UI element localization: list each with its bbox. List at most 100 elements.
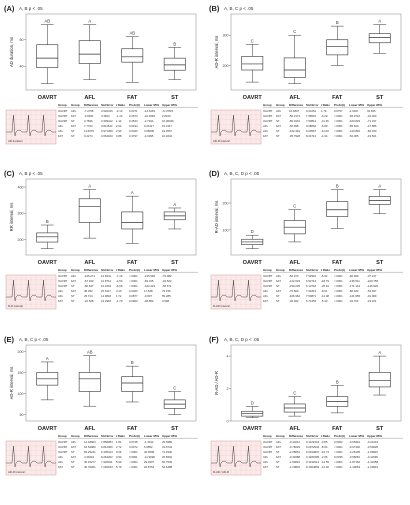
- table-cell: -19.521: [367, 134, 377, 138]
- table-header: Prob>|t|: [129, 103, 140, 107]
- table-cell: FAT: [276, 114, 281, 118]
- table-cell: -1.6937: [349, 109, 359, 113]
- group-letter: C: [251, 38, 254, 43]
- table-cell: 0.88: [116, 134, 122, 138]
- table-header: Upper 95%: [367, 268, 382, 272]
- table-cell: <.0001: [334, 274, 343, 278]
- table-cell: AFL: [263, 455, 269, 459]
- table-cell: -76.982: [162, 274, 172, 278]
- table-cell: ST: [276, 465, 280, 469]
- table-header: Upper 95%: [162, 434, 177, 438]
- table-header: Prob>|t|: [334, 103, 345, 107]
- table-cell: 0.0035: [334, 455, 343, 459]
- table-cell: 8.264262: [101, 455, 113, 459]
- table-cell: FAT: [71, 114, 76, 118]
- y-tick-label: 200: [18, 238, 24, 242]
- table-header: t Ratio: [116, 103, 125, 107]
- table-cell: 15.3117: [162, 124, 172, 128]
- table-cell: <.0001: [129, 284, 138, 288]
- table-header: Lower 95%: [144, 268, 160, 272]
- table-cell: 0.0757: [334, 109, 343, 113]
- group-letter: D: [251, 400, 254, 405]
- box-fat: [121, 48, 144, 63]
- table-cell: -6.92: [321, 274, 328, 278]
- table-cell: -104.423: [144, 284, 155, 288]
- table-cell: 1.79: [321, 109, 327, 113]
- table-cell: -1.64810: [289, 460, 300, 464]
- table-cell: -0.58281: [349, 455, 360, 459]
- group-letter: C: [293, 391, 296, 396]
- table-cell: 2.72: [116, 445, 122, 449]
- box-oavrt: [36, 232, 59, 243]
- table-header: Std Error: [101, 434, 114, 438]
- table-cell: -32.523: [162, 279, 172, 283]
- group-letter: C: [293, 204, 296, 209]
- x-tick-label: OAVRT: [38, 260, 58, 266]
- table-cell: 59.29241: [84, 450, 96, 454]
- table-header: Difference: [84, 268, 99, 272]
- table-cell: ST: [276, 460, 280, 464]
- box-fat: [121, 376, 144, 392]
- table-cell: -159.035: [289, 284, 300, 288]
- box-fat: [121, 211, 144, 230]
- table-cell: 9.21051: [306, 109, 317, 113]
- x-tick-label: AFL: [289, 426, 300, 432]
- table-cell: -121.955: [349, 294, 360, 298]
- table-cell: -122.633: [289, 279, 300, 283]
- table-header: Upper 95%: [162, 268, 177, 272]
- table-cell: 54.6488: [162, 465, 173, 469]
- table-cell: -2.96: [321, 455, 328, 459]
- box-fat: [326, 201, 349, 217]
- x-tick-label: ST: [171, 260, 179, 266]
- table-cell: <.0001: [334, 279, 343, 283]
- y-tick-label: 0: [227, 419, 229, 423]
- table-header: Std Error: [306, 434, 319, 438]
- table-cell: 0.3797: [129, 134, 138, 138]
- panel-label: (D): [209, 169, 220, 178]
- table-cell: <.0001: [334, 445, 343, 449]
- table-cell: -22.74: [321, 450, 329, 454]
- y-tick-label: 200: [18, 350, 24, 354]
- x-tick-label: OAVRT: [243, 426, 263, 432]
- table-cell: AFL: [263, 294, 269, 298]
- table-header: Prob>|t|: [129, 434, 140, 438]
- table-cell: ST: [71, 119, 75, 123]
- table-cell: -11.03: [321, 129, 329, 133]
- table-cell: -11.9699: [144, 455, 155, 459]
- table-cell: 34.655: [367, 109, 376, 113]
- group-letter: B: [336, 20, 339, 25]
- table-cell: -0.21091: [367, 440, 378, 444]
- table-cell: AFL: [58, 455, 64, 459]
- table-cell: ST: [71, 450, 75, 454]
- table-cell: 71.9340: [162, 450, 173, 454]
- table-cell: 13.2918: [101, 299, 112, 303]
- table-cell: 17.548: [144, 289, 153, 293]
- table-cell: 18.52980: [84, 445, 96, 449]
- table-header: Upper 95%: [367, 434, 382, 438]
- table-cell: -106.271: [84, 274, 95, 278]
- table-header: t Ratio: [116, 268, 125, 272]
- y-tick-label: 400: [18, 185, 24, 189]
- table-cell: <.0001: [129, 465, 138, 469]
- y-tick-label: 60: [20, 38, 24, 42]
- table-cell: AFL: [71, 274, 77, 278]
- table-cell: -47.586: [367, 124, 377, 128]
- table-header: Group: [71, 434, 80, 438]
- x-tick-label: FAT: [127, 260, 138, 266]
- table-cell: OAVRT: [58, 450, 68, 454]
- table-cell: OAVRT: [58, 445, 68, 449]
- group-letter: C: [293, 29, 296, 34]
- table-cell: 2.8223: [162, 114, 171, 118]
- table-cell: -6.66: [116, 284, 123, 288]
- box-afl: [78, 40, 101, 64]
- table-cell: AFL: [71, 440, 77, 444]
- table-cell: ST: [71, 129, 75, 133]
- table-cell: ST: [276, 299, 280, 303]
- table-header: Prob>|t|: [334, 268, 345, 272]
- table-header: Group: [263, 268, 272, 272]
- table-cell: -14.55: [321, 460, 329, 464]
- table-cell: ST: [276, 450, 280, 454]
- table-cell: -0.97430: [349, 445, 360, 449]
- table-cell: 55.285: [162, 294, 171, 298]
- table-cell: 14.18964: [84, 440, 96, 444]
